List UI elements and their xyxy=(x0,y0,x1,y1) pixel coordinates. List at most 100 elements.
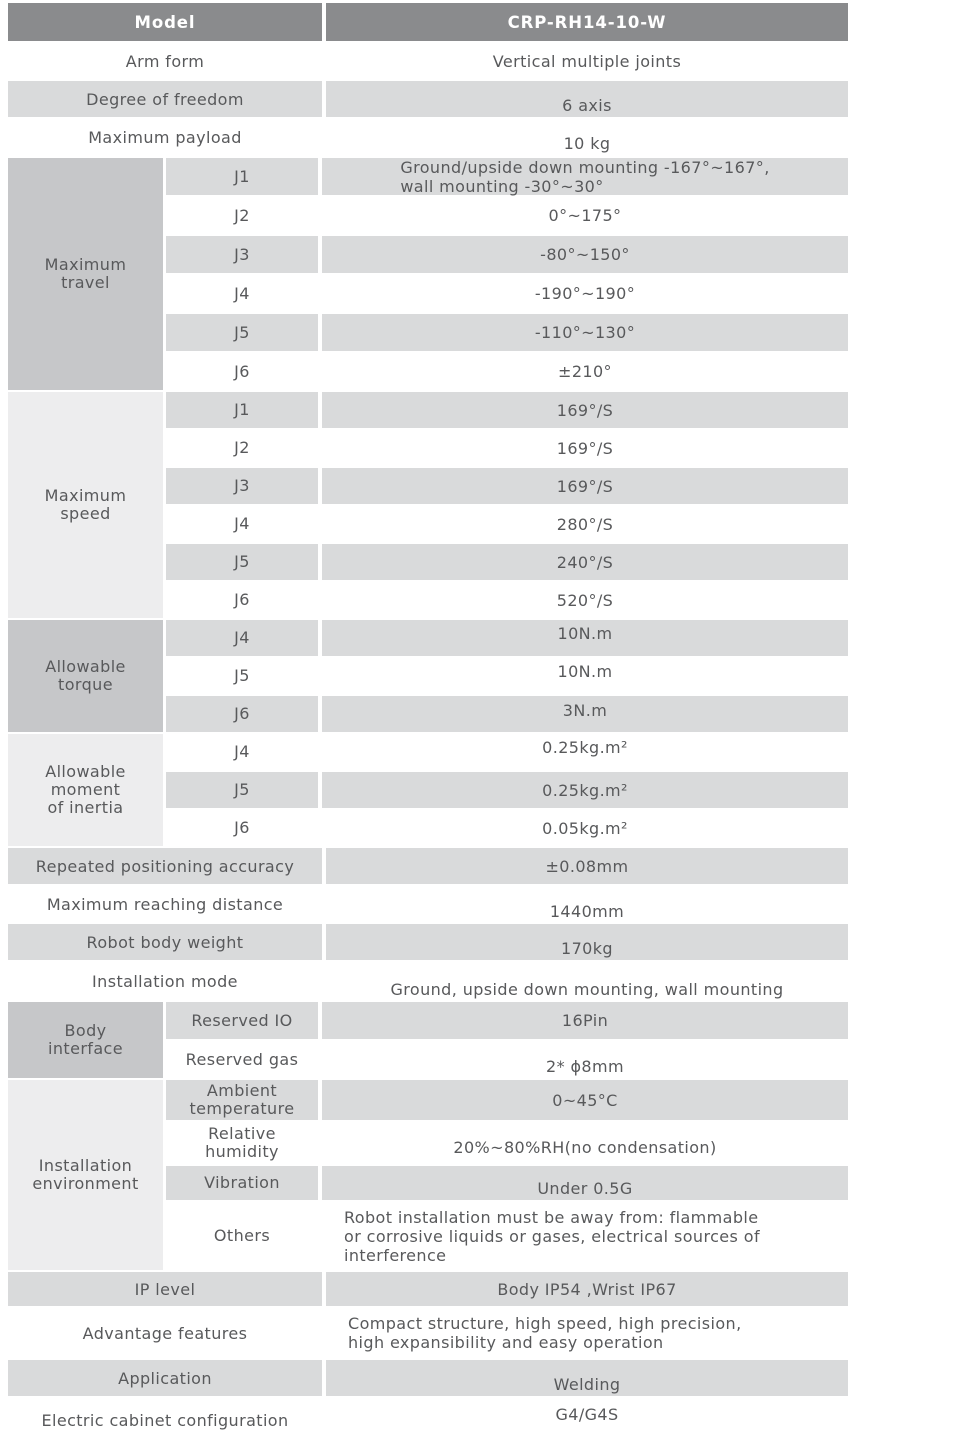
cell-text: J5 xyxy=(234,553,250,571)
sub-label: J4 xyxy=(166,734,318,772)
sub-label: J6 xyxy=(166,696,318,734)
text-line: Welding xyxy=(553,1374,621,1394)
text-line: Others xyxy=(213,1226,271,1245)
group-rows: J4 0.25kg.m² J5 0.25kg.m² J6 0.05kg.m² xyxy=(166,734,848,848)
cell-text: 1440mm xyxy=(550,902,624,921)
group-label: Maximum speed xyxy=(8,392,163,620)
cell-text: Robot body weight xyxy=(87,933,244,952)
cell-text: IP level xyxy=(135,1280,196,1299)
spec-table: Model CRP-RH14-10-W Arm form Vertical mul… xyxy=(8,3,848,1444)
cell-text: 3N.m xyxy=(563,701,607,720)
spec-row: Repeated positioning accuracy ±0.08mm xyxy=(8,848,848,886)
text-line: 169°/S xyxy=(556,438,614,458)
text-line: 3N.m xyxy=(562,700,608,720)
text-line: 169°/S xyxy=(556,476,614,496)
text-line: Under 0.5G xyxy=(537,1178,633,1198)
text-line: moment xyxy=(50,780,121,799)
cell-text: Body interface xyxy=(48,1022,123,1058)
spec-row: Maximum payload 10 kg xyxy=(8,119,848,158)
cell-text: J6 xyxy=(234,705,250,723)
cell-text: 0~45°C xyxy=(552,1091,618,1110)
row-label: Arm form xyxy=(8,43,322,81)
cell-text: J6 xyxy=(234,591,250,609)
sub-label: Reserved IO xyxy=(166,1002,318,1041)
cell-text: 520°/S xyxy=(557,591,614,610)
row-value: 169°/S xyxy=(322,468,848,506)
cell-text: 16Pin xyxy=(562,1011,608,1030)
text-line: wall mounting -30°~30° xyxy=(400,176,604,196)
text-line: humidity xyxy=(205,1142,279,1161)
sub-label: Vibration xyxy=(166,1166,318,1202)
text-line: of inertia xyxy=(47,798,124,817)
cell-text: 240°/S xyxy=(557,553,614,572)
cell-text: Vertical multiple joints xyxy=(493,52,681,71)
row-value: Body IP54 ,Wrist IP67 xyxy=(326,1272,848,1308)
text-line: 2* ϕ8mm xyxy=(546,1057,624,1076)
row-label: Maximum reaching distance xyxy=(8,886,322,924)
text-line: 170kg xyxy=(561,938,613,958)
text-line: Installation mode xyxy=(92,971,238,991)
cell-text: J3 xyxy=(234,477,250,495)
cell-text: Ambient temperature xyxy=(190,1082,295,1118)
sub-label: J2 xyxy=(166,430,318,468)
text-line: 1440mm xyxy=(549,901,625,921)
row-value: Under 0.5G xyxy=(322,1166,848,1202)
cell-text: 2* ϕ8mm xyxy=(546,1057,624,1076)
spec-row: Others Robot installation must be away fr… xyxy=(166,1202,848,1272)
cell-text: Relative humidity xyxy=(205,1125,279,1161)
sub-label: J5 xyxy=(166,658,318,696)
row-value: 0.25kg.m² xyxy=(322,772,848,810)
row-value: 169°/S xyxy=(322,430,848,468)
row-value: Compact structure, high speed, high prec… xyxy=(326,1308,848,1360)
sub-label: J5 xyxy=(166,314,318,353)
cell-text: Under 0.5G xyxy=(537,1179,632,1198)
text-line: J4 xyxy=(234,283,250,303)
text-line: J4 xyxy=(234,742,250,761)
row-value: 2* ϕ8mm xyxy=(322,1041,848,1080)
row-label: Robot body weight xyxy=(8,924,322,962)
spec-row: J6 0.05kg.m² xyxy=(166,810,848,848)
text-line: Degree of freedom xyxy=(86,89,244,109)
text-line: 10N.m xyxy=(557,661,613,681)
cell-text: J4 xyxy=(234,629,250,647)
spec-row: J3 169°/S xyxy=(166,468,848,506)
spec-row: J5 0.25kg.m² xyxy=(166,772,848,810)
sub-label: J3 xyxy=(166,236,318,275)
row-value: 10N.m xyxy=(322,658,848,696)
cell-text: 0.25kg.m² xyxy=(542,781,628,800)
spec-group: Body interface Reserved IO 16Pin Reserved ga… xyxy=(8,1002,848,1080)
cell-text: J3 xyxy=(234,245,250,264)
spec-group: Allowable moment of inertia J4 0.25kg.m² J5 0.… xyxy=(8,734,848,848)
spec-row: Application Welding xyxy=(8,1360,848,1398)
text-line: Electric cabinet configuration xyxy=(41,1410,289,1430)
text-line: J6 xyxy=(234,361,250,381)
text-line: J2 xyxy=(234,438,250,457)
cell-text: 10N.m xyxy=(558,624,613,643)
row-label: Advantage features xyxy=(8,1308,322,1360)
text-line: J5 xyxy=(234,780,250,799)
text-line: Reserved IO xyxy=(191,1010,293,1030)
spec-row: J5 240°/S xyxy=(166,544,848,582)
text-line: J1 xyxy=(234,166,250,186)
cell-text: Ground/upside down mounting -167°~167°, w… xyxy=(400,158,769,196)
spec-row: J4 10N.m xyxy=(166,620,848,658)
sub-label: J1 xyxy=(166,392,318,430)
text-line: Maximum xyxy=(44,486,127,505)
text-line: 10N.m xyxy=(557,623,613,643)
cell-text: 10 kg xyxy=(564,134,611,153)
row-value: 3N.m xyxy=(322,696,848,734)
text-line: J2 xyxy=(234,205,250,225)
text-line: J4 xyxy=(234,628,250,647)
text-line: J5 xyxy=(234,322,250,342)
cell-text: 0.25kg.m² xyxy=(542,738,628,757)
cell-text: Maximum speed xyxy=(45,487,127,523)
spec-row: J1 Ground/upside down mounting -167°~167°… xyxy=(166,158,848,197)
cell-text: J2 xyxy=(234,205,250,225)
sub-label: J2 xyxy=(166,197,318,236)
text-line: J6 xyxy=(234,818,250,837)
sub-label: J1 xyxy=(166,158,318,197)
text-line: Maximum xyxy=(44,255,127,274)
row-value: G4/G4S xyxy=(326,1398,848,1444)
spec-row: J6 ±210° xyxy=(166,353,848,392)
